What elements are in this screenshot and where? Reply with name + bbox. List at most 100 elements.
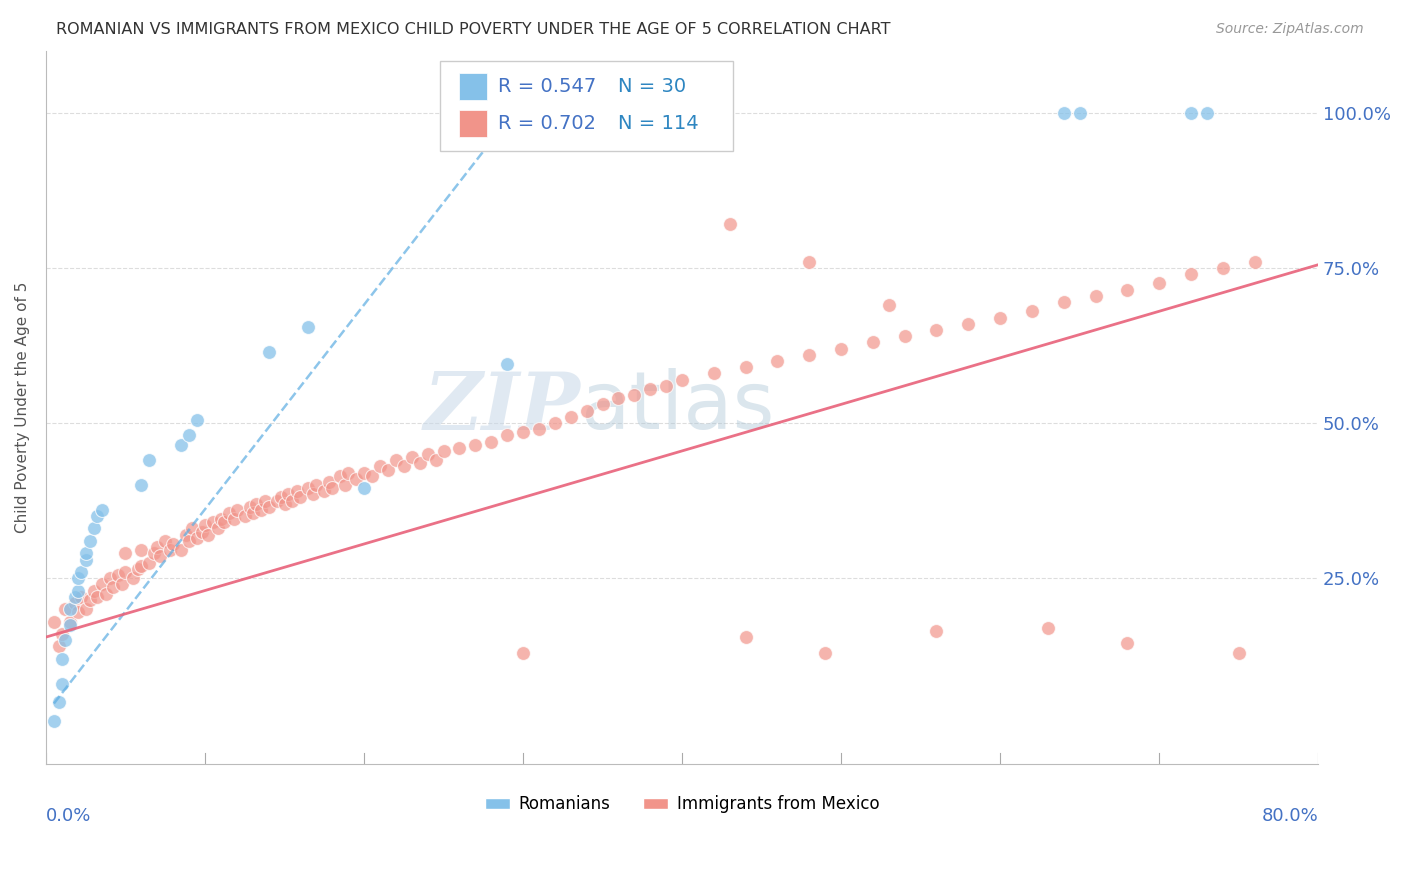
Point bbox=[222, 512, 245, 526]
Point bbox=[623, 388, 645, 402]
Point bbox=[254, 493, 277, 508]
Point bbox=[207, 521, 229, 535]
Text: N = 30: N = 30 bbox=[619, 77, 686, 95]
Point bbox=[1053, 105, 1076, 120]
Point bbox=[1116, 283, 1139, 297]
FancyBboxPatch shape bbox=[440, 62, 733, 151]
Point bbox=[479, 434, 502, 449]
Point bbox=[527, 422, 550, 436]
Point bbox=[218, 506, 240, 520]
Point bbox=[197, 527, 219, 541]
Point bbox=[432, 444, 454, 458]
Point bbox=[59, 617, 82, 632]
Point bbox=[862, 335, 884, 350]
Text: ZIP: ZIP bbox=[423, 368, 581, 446]
Point bbox=[131, 478, 153, 492]
Point bbox=[1069, 105, 1091, 120]
Point bbox=[170, 438, 193, 452]
Point bbox=[703, 367, 725, 381]
Point bbox=[174, 527, 197, 541]
Point bbox=[408, 456, 430, 470]
Point bbox=[425, 453, 447, 467]
Point bbox=[75, 552, 97, 566]
Text: N = 114: N = 114 bbox=[619, 114, 699, 133]
Point bbox=[70, 565, 93, 579]
Point bbox=[143, 546, 166, 560]
Point bbox=[353, 466, 375, 480]
Point bbox=[242, 506, 264, 520]
Point bbox=[416, 447, 439, 461]
Point bbox=[318, 475, 340, 489]
Point bbox=[329, 468, 352, 483]
Point bbox=[496, 428, 519, 442]
Point bbox=[90, 577, 112, 591]
Point bbox=[63, 596, 86, 610]
Point bbox=[101, 581, 124, 595]
Point bbox=[75, 546, 97, 560]
Point bbox=[238, 500, 260, 514]
Point bbox=[377, 462, 399, 476]
Point bbox=[111, 577, 134, 591]
Point bbox=[186, 413, 208, 427]
Point bbox=[155, 533, 177, 548]
Point bbox=[560, 409, 582, 424]
Point bbox=[314, 484, 336, 499]
Point bbox=[799, 254, 821, 268]
Point bbox=[925, 323, 948, 337]
Point bbox=[1180, 105, 1202, 120]
Text: R = 0.547: R = 0.547 bbox=[498, 77, 596, 95]
Point bbox=[98, 571, 121, 585]
Point bbox=[449, 441, 471, 455]
Point bbox=[285, 484, 308, 499]
Point bbox=[671, 373, 693, 387]
Point bbox=[59, 602, 82, 616]
Text: ROMANIAN VS IMMIGRANTS FROM MEXICO CHILD POVERTY UNDER THE AGE OF 5 CORRELATION : ROMANIAN VS IMMIGRANTS FROM MEXICO CHILD… bbox=[56, 22, 891, 37]
Point bbox=[799, 348, 821, 362]
Point bbox=[83, 521, 105, 535]
Point bbox=[270, 491, 292, 505]
Point bbox=[138, 453, 160, 467]
Point bbox=[194, 518, 217, 533]
Point bbox=[1036, 621, 1059, 635]
Legend: Romanians, Immigrants from Mexico: Romanians, Immigrants from Mexico bbox=[478, 789, 886, 820]
Point bbox=[877, 298, 900, 312]
Point bbox=[297, 481, 319, 495]
Point bbox=[1147, 277, 1170, 291]
Point bbox=[233, 509, 256, 524]
Point bbox=[1053, 295, 1076, 310]
Text: atlas: atlas bbox=[581, 368, 775, 447]
Point bbox=[344, 472, 367, 486]
Point bbox=[368, 459, 391, 474]
Point bbox=[988, 310, 1011, 325]
Point bbox=[212, 516, 235, 530]
Point bbox=[181, 521, 204, 535]
Point bbox=[277, 487, 299, 501]
Point bbox=[51, 652, 73, 666]
Point bbox=[245, 497, 267, 511]
Point bbox=[70, 590, 93, 604]
Point bbox=[53, 633, 76, 648]
Point bbox=[1243, 254, 1265, 268]
Point bbox=[209, 512, 232, 526]
Point bbox=[385, 453, 408, 467]
Point bbox=[592, 397, 614, 411]
Point bbox=[90, 503, 112, 517]
Point bbox=[734, 630, 756, 644]
Point bbox=[655, 378, 678, 392]
Point bbox=[607, 391, 630, 405]
Point bbox=[718, 218, 741, 232]
Point bbox=[177, 428, 200, 442]
Point bbox=[512, 646, 534, 660]
Point bbox=[734, 360, 756, 375]
Bar bbox=[460, 110, 488, 137]
Point bbox=[361, 468, 384, 483]
Point bbox=[79, 592, 101, 607]
Point bbox=[1116, 636, 1139, 650]
Point bbox=[302, 487, 325, 501]
Point bbox=[257, 500, 280, 514]
Point bbox=[638, 382, 661, 396]
Point bbox=[162, 537, 184, 551]
Point bbox=[191, 524, 214, 539]
Point bbox=[59, 615, 82, 629]
Point bbox=[75, 602, 97, 616]
